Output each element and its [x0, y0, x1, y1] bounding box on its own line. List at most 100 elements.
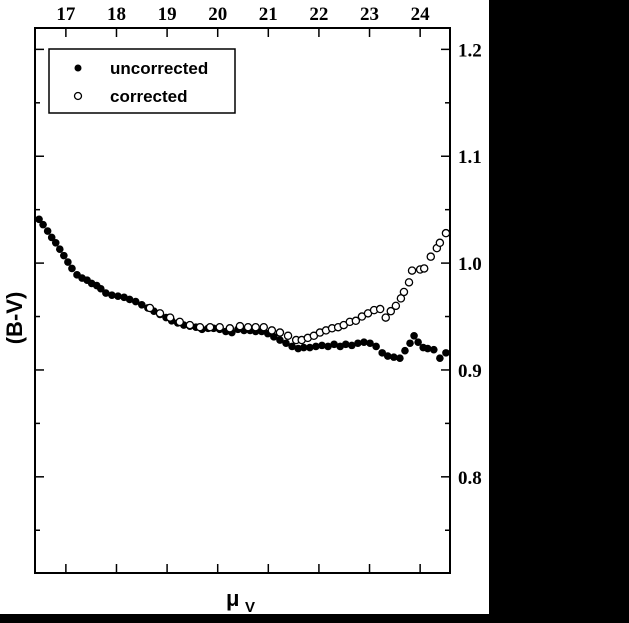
- x-tick-label: 24: [411, 4, 431, 25]
- data-point-corrected: [399, 287, 409, 297]
- data-point-uncorrected: [35, 215, 43, 224]
- data-point-uncorrected: [401, 346, 409, 355]
- data-point-uncorrected: [341, 340, 350, 349]
- data-point-uncorrected: [51, 238, 60, 247]
- data-point-uncorrected: [39, 220, 47, 229]
- data-point-corrected: [391, 301, 401, 311]
- y-tick-label: 1.0: [458, 254, 482, 275]
- data-point-corrected: [435, 238, 445, 248]
- legend-label-uncorrected: uncorrected: [110, 59, 208, 78]
- data-point-uncorrected: [378, 349, 386, 357]
- data-point-uncorrected: [137, 300, 146, 309]
- data-point-uncorrected: [55, 245, 64, 254]
- data-point-uncorrected: [396, 354, 404, 363]
- data-point-corrected: [175, 317, 184, 327]
- data-point-uncorrected: [60, 251, 68, 260]
- data-point-uncorrected: [348, 341, 356, 350]
- data-point-uncorrected: [324, 342, 332, 351]
- data-point-uncorrected: [125, 295, 134, 304]
- data-point-corrected: [275, 328, 285, 337]
- legend-box: [48, 48, 236, 114]
- data-point-uncorrected: [390, 353, 398, 361]
- x-tick-label: 19: [158, 4, 177, 25]
- data-point-corrected: [185, 320, 195, 330]
- legend: uncorrected corrected: [48, 48, 236, 114]
- data-point-uncorrected: [354, 339, 362, 348]
- data-point-corrected: [375, 304, 385, 314]
- data-point-corrected: [441, 228, 451, 238]
- y-tick-label: 1.1: [458, 147, 482, 168]
- data-point-uncorrected: [410, 331, 418, 340]
- data-point-uncorrected: [312, 342, 320, 351]
- data-point-uncorrected: [276, 336, 284, 344]
- data-point-corrected: [205, 322, 215, 332]
- data-point-corrected: [407, 266, 417, 275]
- data-point-corrected: [145, 303, 155, 313]
- data-point-corrected: [235, 321, 245, 331]
- data-point-uncorrected: [360, 338, 368, 346]
- legend-open-circle-icon: [73, 91, 83, 101]
- x-tick-label: 22: [309, 4, 328, 25]
- data-point-uncorrected: [423, 344, 432, 353]
- data-point-corrected: [225, 324, 235, 333]
- data-point-uncorrected: [68, 264, 76, 273]
- data-point-corrected: [351, 316, 361, 326]
- data-point-uncorrected: [64, 258, 72, 266]
- data-point-uncorrected: [442, 349, 450, 357]
- y-tick-label: 0.9: [458, 361, 482, 382]
- data-point-uncorrected: [288, 342, 296, 351]
- x-tick-label: 18: [107, 4, 126, 25]
- data-point-corrected: [259, 322, 269, 332]
- data-point-uncorrected: [299, 343, 308, 352]
- data-point-uncorrected: [131, 297, 140, 306]
- data-point-corrected: [195, 322, 205, 332]
- data-point-uncorrected: [102, 289, 110, 297]
- top-x-axis-tick-labels: 17 18 19 20 21 22 23 24: [56, 4, 430, 25]
- data-point-corrected: [283, 331, 293, 341]
- x-axis-title-subscript: V: [245, 599, 255, 614]
- data-point-corrected: [155, 309, 165, 318]
- y-tick-label: 0.8: [458, 468, 482, 489]
- data-point-uncorrected: [318, 341, 326, 350]
- data-point-corrected: [165, 313, 175, 322]
- x-axis-title-main: μ: [226, 586, 239, 611]
- x-tick-label: 23: [360, 4, 379, 25]
- plot-frame: [34, 27, 451, 574]
- data-point-uncorrected: [414, 338, 422, 346]
- axis-ticks: [35, 28, 450, 573]
- data-point-uncorrected: [430, 345, 438, 354]
- scatter-plot: 17 18 19 20 21 22 23 24 0.8 0.9 1.0 1.1 1.2 uncorre…: [2, 4, 482, 614]
- data-point-uncorrected: [383, 352, 392, 360]
- series-corrected: [145, 228, 451, 345]
- data-point-uncorrected: [43, 227, 52, 235]
- data-point-corrected: [404, 278, 414, 287]
- data-point-corrected: [419, 264, 429, 273]
- right-y-axis-tick-labels: 0.8 0.9 1.0 1.1 1.2: [458, 40, 482, 488]
- series-uncorrected: [35, 215, 450, 363]
- x-tick-label: 17: [56, 4, 76, 25]
- data-point-uncorrected: [96, 284, 105, 293]
- x-tick-label: 20: [208, 4, 227, 25]
- data-point-uncorrected: [330, 340, 338, 349]
- data-point-uncorrected: [436, 354, 444, 363]
- x-axis-title: μ V: [226, 586, 255, 614]
- data-point-corrected: [243, 322, 253, 332]
- data-point-corrected: [381, 313, 390, 322]
- figure-canvas: 17 18 19 20 21 22 23 24 0.8 0.9 1.0 1.1 1.2 uncorre…: [0, 0, 489, 614]
- data-point-corrected: [251, 322, 260, 332]
- y-axis-title: (B-V): [2, 292, 27, 345]
- data-point-uncorrected: [108, 291, 116, 299]
- data-point-corrected: [426, 252, 436, 261]
- data-point-uncorrected: [366, 339, 374, 348]
- data-point-corrected: [215, 322, 224, 332]
- data-point-uncorrected: [372, 342, 380, 351]
- data-point-uncorrected: [306, 343, 314, 352]
- legend-filled-circle-icon: [74, 64, 82, 72]
- x-tick-label: 21: [259, 4, 278, 25]
- data-point-uncorrected: [406, 339, 414, 348]
- y-tick-label: 1.2: [458, 40, 482, 61]
- data-point-corrected: [267, 326, 277, 335]
- data-point-uncorrected: [270, 333, 278, 341]
- data-point-corrected: [386, 306, 396, 316]
- data-point-uncorrected: [282, 339, 290, 348]
